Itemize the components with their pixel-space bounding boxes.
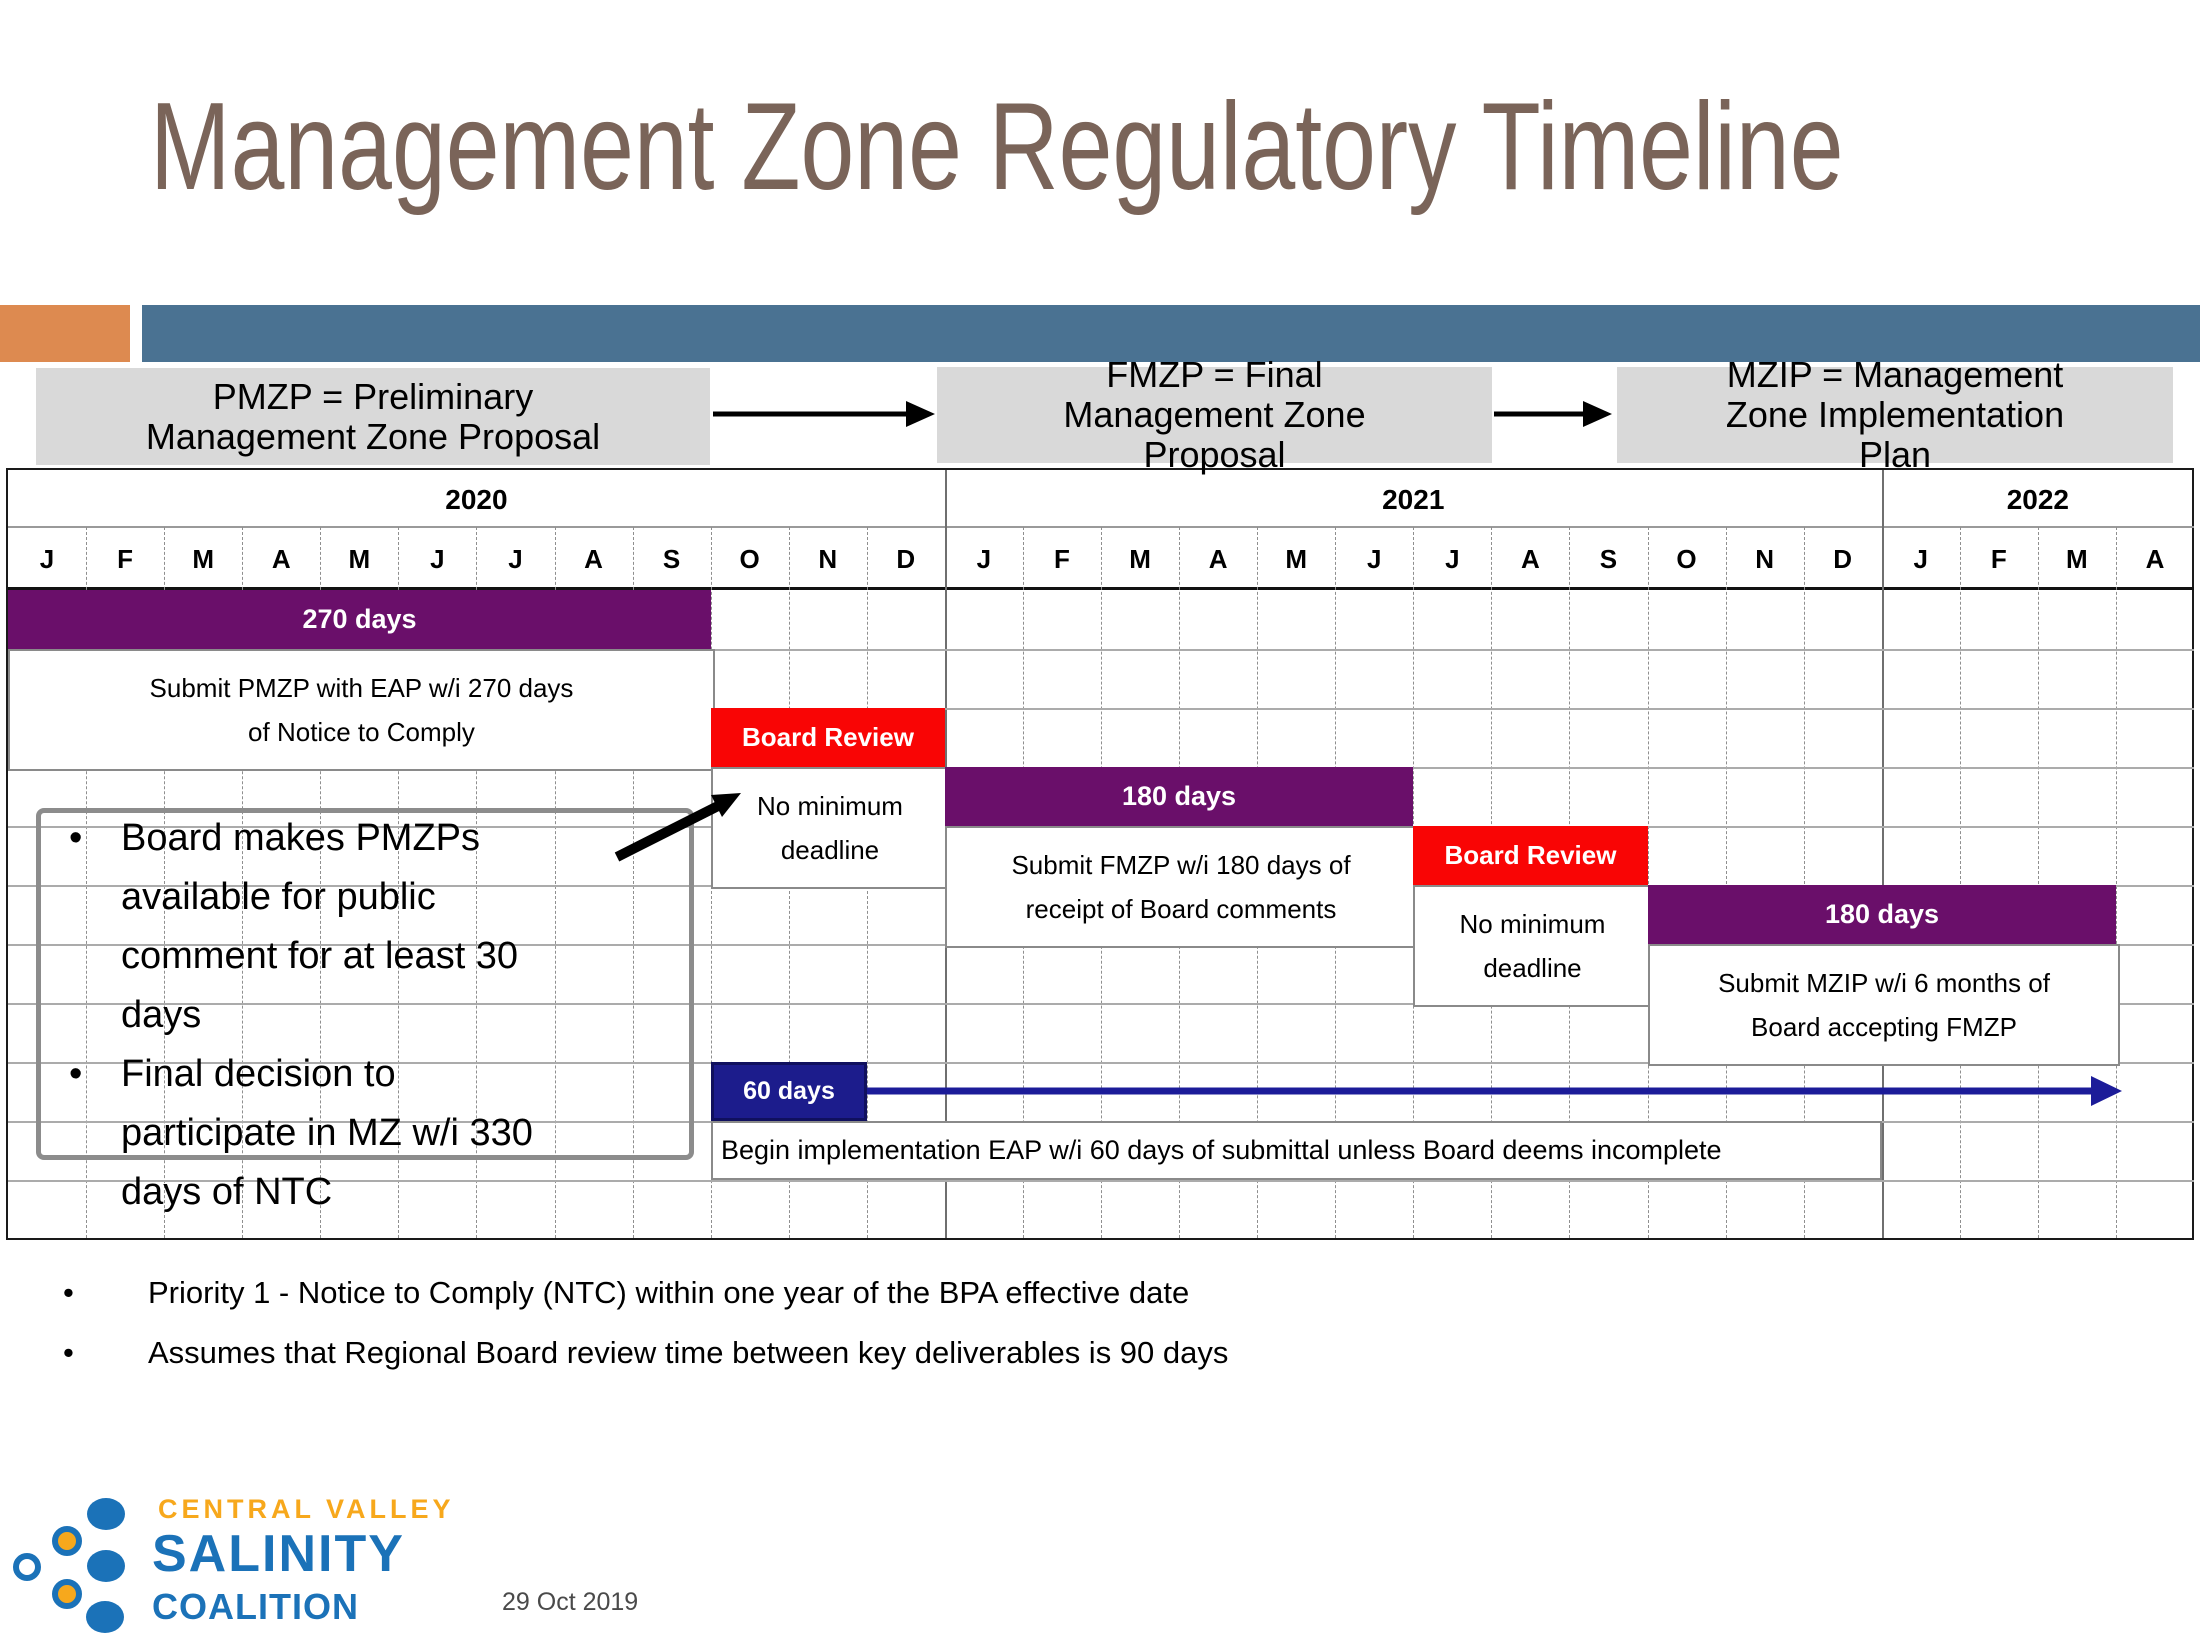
month-cell: A bbox=[2145, 543, 2165, 574]
month-cell: A bbox=[271, 543, 291, 574]
callout-box: • Board makes PMZPs available for public… bbox=[36, 808, 694, 1213]
callout-item: • Final decision to participate in MZ w/… bbox=[61, 1045, 701, 1222]
month-cell: A bbox=[584, 543, 603, 574]
callout-item: • Board makes PMZPs available for public… bbox=[61, 809, 701, 1045]
note-no-minimum-2: No minimum deadline bbox=[1413, 885, 1652, 1007]
year-label: 2022 bbox=[2006, 484, 2069, 515]
month-grid-line bbox=[2115, 527, 2117, 1238]
month-grid-line bbox=[1959, 527, 1961, 1238]
year-label: 2020 bbox=[445, 484, 508, 515]
footnote-assumes: • Assumes that Regional Board review tim… bbox=[63, 1332, 1228, 1374]
legend-mzip: MZIP = Management Zone Implementation Pl… bbox=[1617, 355, 2173, 475]
month-cell: J bbox=[1445, 543, 1460, 574]
bullet-icon: • bbox=[63, 1335, 74, 1370]
bullet-icon: • bbox=[69, 817, 83, 859]
row-grid-line bbox=[8, 1062, 2194, 1064]
year-label: 2021 bbox=[1382, 484, 1445, 515]
month-cell: J bbox=[39, 543, 55, 574]
page-title: Management Zone Regulatory Timeline bbox=[150, 78, 1844, 216]
month-cell: S bbox=[1599, 543, 1618, 574]
month-cell: F bbox=[1990, 543, 2007, 574]
year-boundary-line bbox=[1881, 470, 1884, 1238]
accent-band bbox=[142, 305, 2200, 362]
month-cell: N bbox=[1755, 543, 1774, 574]
month-cell: D bbox=[896, 543, 916, 574]
month-grid-line bbox=[476, 527, 478, 1238]
month-cell: M bbox=[192, 543, 214, 574]
month-cell: J bbox=[1913, 543, 1928, 574]
month-cell: M bbox=[1129, 543, 1151, 574]
bullet-icon: • bbox=[69, 1053, 83, 1095]
month-cell: A bbox=[1520, 543, 1540, 574]
legend-pmzp: PMZP = Preliminary Management Zone Propo… bbox=[36, 368, 710, 465]
bar-pmzp-270-days: 270 days bbox=[8, 590, 711, 649]
month-cell: M bbox=[1285, 543, 1307, 574]
month-grid-line bbox=[1803, 527, 1805, 1238]
month-cell: O bbox=[739, 543, 760, 574]
row-grid-line bbox=[8, 1003, 2194, 1005]
logo-central-valley: CENTRAL VALLEY bbox=[158, 1494, 455, 1524]
bar-board-review-2: Board Review bbox=[1413, 826, 1648, 885]
bar-board-review-1: Board Review bbox=[711, 708, 945, 767]
month-grid-line bbox=[398, 527, 400, 1238]
slide-date: 29 Oct 2019 bbox=[502, 1588, 639, 1616]
month-grid-line bbox=[2037, 527, 2039, 1238]
month-grid-line bbox=[86, 527, 88, 1238]
callout-list: • Board makes PMZPs available for public… bbox=[61, 809, 701, 1222]
coalition-logo-icon bbox=[13, 1498, 125, 1633]
month-cell: S bbox=[662, 543, 681, 574]
month-grid-line bbox=[554, 527, 556, 1238]
month-cell: J bbox=[976, 543, 992, 574]
month-cell: N bbox=[818, 543, 838, 574]
month-cell: M bbox=[2066, 543, 2088, 574]
month-grid-line bbox=[1647, 527, 1649, 1238]
month-grid-line bbox=[1725, 527, 1727, 1238]
flow-arrow-fmzp-mzip bbox=[1494, 401, 1612, 427]
bar-fmzp-180-days: 180 days bbox=[945, 767, 1413, 826]
month-cell: J bbox=[508, 543, 523, 574]
row-grid-line bbox=[8, 708, 2194, 710]
month-cell: F bbox=[117, 543, 134, 574]
flow-arrow-pmzp-fmzp bbox=[713, 401, 935, 427]
note-submit-fmzp: Submit FMZP w/i 180 days of receipt of B… bbox=[945, 826, 1417, 948]
legend-fmzp: FMZP = Final Management Zone Proposal bbox=[937, 355, 1492, 475]
month-grid-line bbox=[320, 527, 322, 1238]
logo-coalition: COALITION bbox=[152, 1586, 359, 1627]
footnote-priority: • Priority 1 - Notice to Comply (NTC) wi… bbox=[63, 1272, 1189, 1314]
row-grid-line bbox=[8, 649, 2194, 651]
month-cell: F bbox=[1054, 543, 1070, 574]
bar-implementation-60-days: 60 days bbox=[711, 1062, 867, 1121]
note-submit-mzip: Submit MZIP w/i 6 months of Board accept… bbox=[1648, 944, 2120, 1066]
accent-square bbox=[0, 305, 130, 362]
note-no-minimum-1: No minimum deadline bbox=[711, 767, 949, 889]
month-cell: J bbox=[430, 543, 445, 574]
month-cell: D bbox=[1833, 543, 1853, 574]
row-grid-line bbox=[8, 1180, 2194, 1182]
month-cell: O bbox=[1676, 543, 1697, 574]
bar-mzip-180-days: 180 days bbox=[1648, 885, 2116, 944]
logo-salinity: SALINITY bbox=[152, 1525, 405, 1583]
month-grid-line bbox=[164, 527, 166, 1238]
bullet-icon: • bbox=[63, 1275, 74, 1310]
month-cell: A bbox=[1208, 543, 1228, 574]
month-grid-line bbox=[632, 527, 634, 1238]
month-grid-line bbox=[242, 527, 244, 1238]
note-submit-pmzp: Submit PMZP with EAP w/i 270 days of Not… bbox=[8, 649, 715, 771]
month-cell: J bbox=[1367, 543, 1382, 574]
note-begin-implementation: Begin implementation EAP w/i 60 days of … bbox=[711, 1121, 1882, 1180]
month-cell: M bbox=[348, 543, 371, 574]
